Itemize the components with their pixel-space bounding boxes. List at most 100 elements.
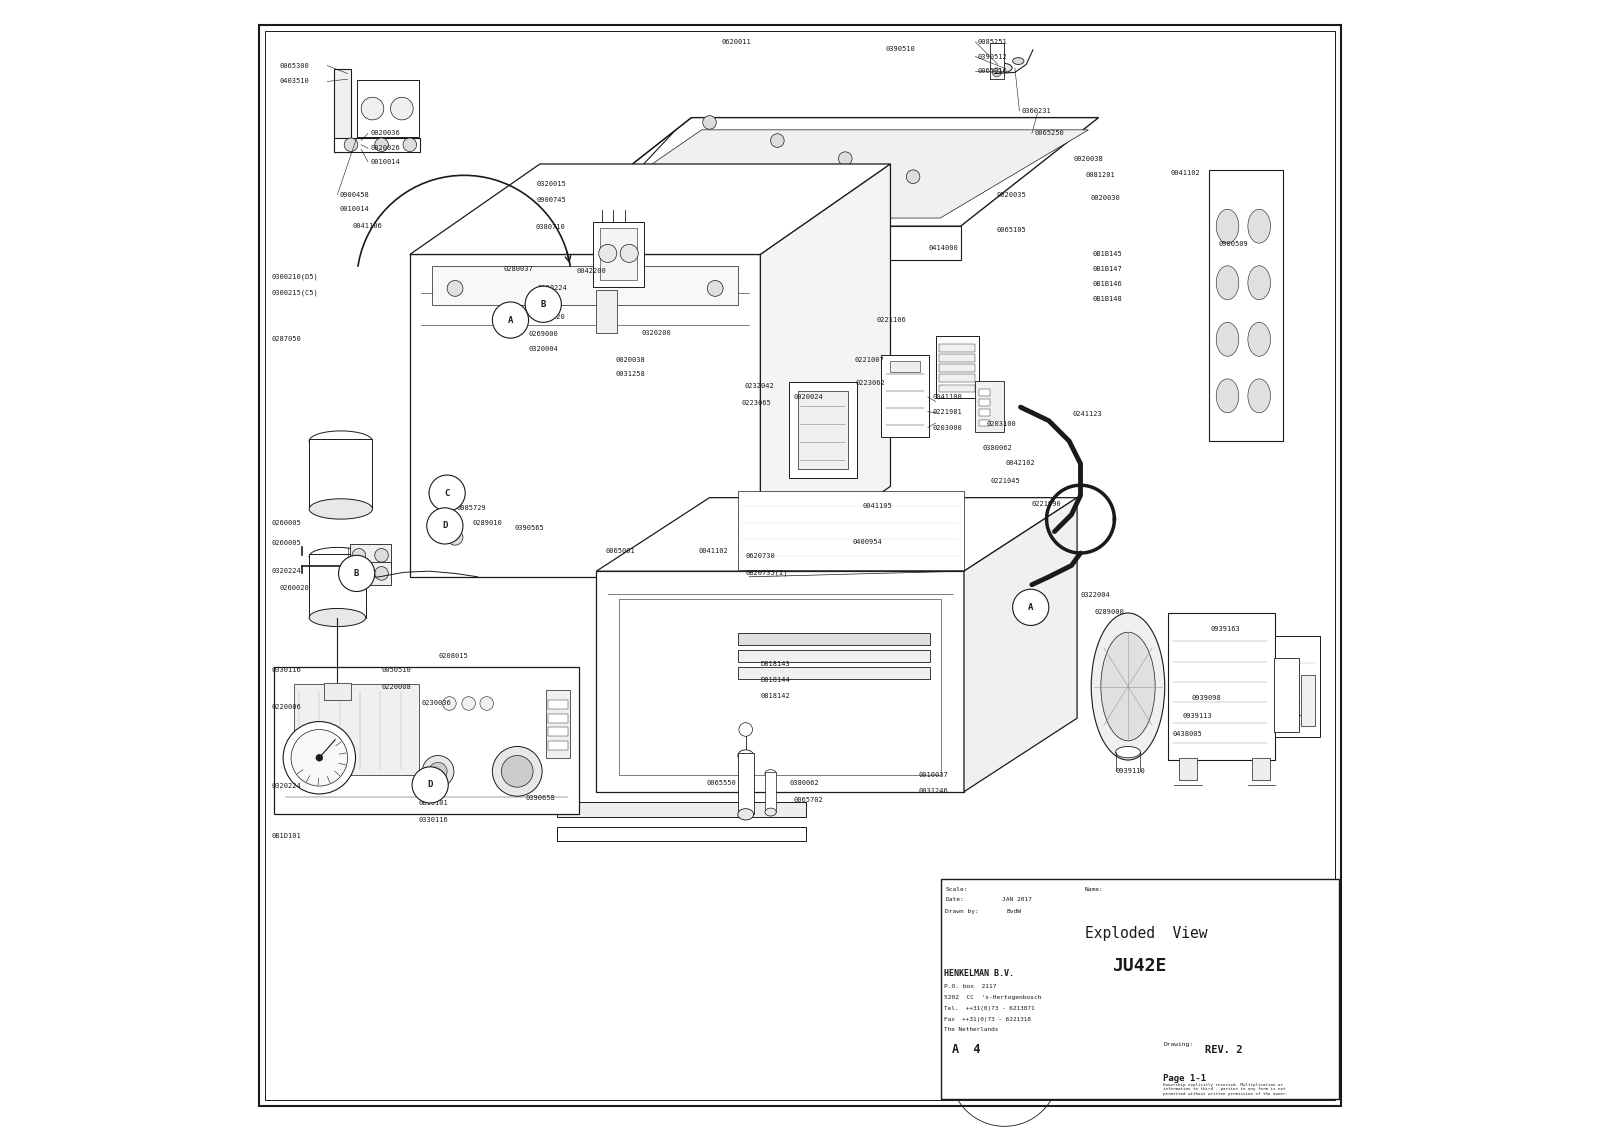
Circle shape — [838, 152, 853, 165]
Text: 0020038: 0020038 — [1074, 156, 1104, 163]
Ellipse shape — [738, 809, 754, 820]
Polygon shape — [410, 164, 891, 254]
Circle shape — [525, 286, 562, 322]
Bar — [882, 355, 930, 437]
Bar — [350, 544, 390, 567]
Ellipse shape — [765, 769, 776, 778]
Bar — [546, 690, 571, 758]
Text: Drawing:: Drawing: — [1163, 1042, 1194, 1046]
Circle shape — [362, 97, 384, 120]
Text: 0B1B147: 0B1B147 — [1093, 266, 1123, 273]
Circle shape — [403, 138, 416, 152]
Text: 0B10101: 0B10101 — [419, 800, 448, 806]
Text: 0020030: 0020030 — [1091, 195, 1120, 201]
Text: 0010014: 0010014 — [370, 158, 400, 165]
Bar — [334, 69, 350, 152]
Text: 0208015: 0208015 — [438, 653, 467, 659]
Bar — [979, 409, 990, 416]
Polygon shape — [963, 1047, 1045, 1056]
Text: P.O. box  2117: P.O. box 2117 — [944, 984, 997, 990]
Text: 0232042: 0232042 — [744, 382, 774, 389]
Text: 0400954: 0400954 — [853, 538, 882, 545]
Text: D: D — [427, 780, 434, 789]
Bar — [891, 361, 920, 372]
Bar — [939, 364, 976, 372]
Circle shape — [621, 244, 638, 262]
Text: 0221981: 0221981 — [933, 408, 962, 415]
Text: Scale:: Scale: — [946, 888, 968, 892]
Text: D818143: D818143 — [760, 661, 790, 667]
Bar — [350, 562, 390, 585]
Text: 0289010: 0289010 — [472, 519, 502, 526]
Ellipse shape — [1248, 379, 1270, 413]
Circle shape — [352, 549, 366, 562]
Text: 0223065: 0223065 — [741, 399, 771, 406]
Text: 0221045: 0221045 — [990, 477, 1019, 484]
Polygon shape — [574, 130, 1088, 218]
Text: D818144: D818144 — [760, 676, 790, 683]
Circle shape — [771, 133, 784, 147]
Text: 0241123: 0241123 — [1072, 411, 1102, 417]
Text: 0221007: 0221007 — [854, 356, 885, 363]
Bar — [547, 714, 568, 723]
Text: 0939110: 0939110 — [1115, 768, 1146, 775]
Text: Drawn by:: Drawn by: — [946, 909, 979, 914]
Text: 0390510: 0390510 — [886, 45, 915, 52]
Bar — [432, 266, 738, 305]
Bar — [619, 599, 941, 775]
Bar — [1168, 613, 1275, 760]
Bar — [939, 374, 976, 382]
Text: 0041100: 0041100 — [933, 394, 962, 400]
Text: 0330116: 0330116 — [272, 666, 301, 673]
Ellipse shape — [1091, 613, 1165, 760]
Bar — [309, 439, 373, 509]
Bar — [738, 650, 930, 662]
Ellipse shape — [765, 808, 776, 817]
Bar — [939, 385, 976, 392]
Text: 0220006: 0220006 — [272, 703, 301, 710]
Bar — [294, 684, 419, 775]
Text: 0818142: 0818142 — [760, 692, 790, 699]
Text: 0403510: 0403510 — [280, 78, 309, 85]
Ellipse shape — [1248, 266, 1270, 300]
Polygon shape — [760, 164, 891, 577]
Bar — [1179, 758, 1197, 780]
Circle shape — [374, 567, 389, 580]
Text: 0042200: 0042200 — [576, 268, 606, 275]
Text: 0010014: 0010014 — [339, 206, 370, 213]
Text: Page 1-1: Page 1-1 — [1163, 1073, 1206, 1082]
Text: 0269000: 0269000 — [528, 330, 558, 337]
Text: HENKELMAN B.V.: HENKELMAN B.V. — [944, 969, 1014, 978]
Text: 0939098: 0939098 — [1192, 694, 1221, 701]
Text: 5202  CC  's-Hertogenbosch: 5202 CC 's-Hertogenbosch — [944, 995, 1042, 1001]
Circle shape — [422, 756, 454, 787]
Text: A  4: A 4 — [952, 1043, 981, 1056]
Text: 0B1D101: 0B1D101 — [272, 832, 301, 839]
Ellipse shape — [1216, 209, 1238, 243]
Bar — [939, 344, 976, 352]
Bar — [738, 491, 963, 570]
Text: 0939113: 0939113 — [1182, 713, 1213, 719]
Circle shape — [344, 138, 358, 152]
Polygon shape — [1122, 1076, 1144, 1089]
Bar — [594, 222, 643, 287]
Circle shape — [443, 697, 456, 710]
Ellipse shape — [309, 547, 366, 566]
Text: 0041102: 0041102 — [1171, 170, 1200, 176]
Bar — [979, 389, 990, 396]
Text: 0300215(C5): 0300215(C5) — [272, 290, 318, 296]
Text: 0203000: 0203000 — [933, 424, 962, 431]
Text: 0B01101: 0B01101 — [419, 784, 448, 791]
Text: 0260005: 0260005 — [272, 519, 301, 526]
Circle shape — [427, 508, 462, 544]
Bar — [597, 571, 963, 792]
Circle shape — [493, 746, 542, 796]
Ellipse shape — [1216, 266, 1238, 300]
Circle shape — [374, 549, 389, 562]
Text: 0900458: 0900458 — [339, 191, 370, 198]
Circle shape — [1013, 589, 1050, 625]
Text: 0280020: 0280020 — [536, 313, 565, 320]
Circle shape — [352, 567, 366, 580]
Ellipse shape — [1013, 58, 1024, 64]
Text: JU42E: JU42E — [1112, 957, 1166, 975]
